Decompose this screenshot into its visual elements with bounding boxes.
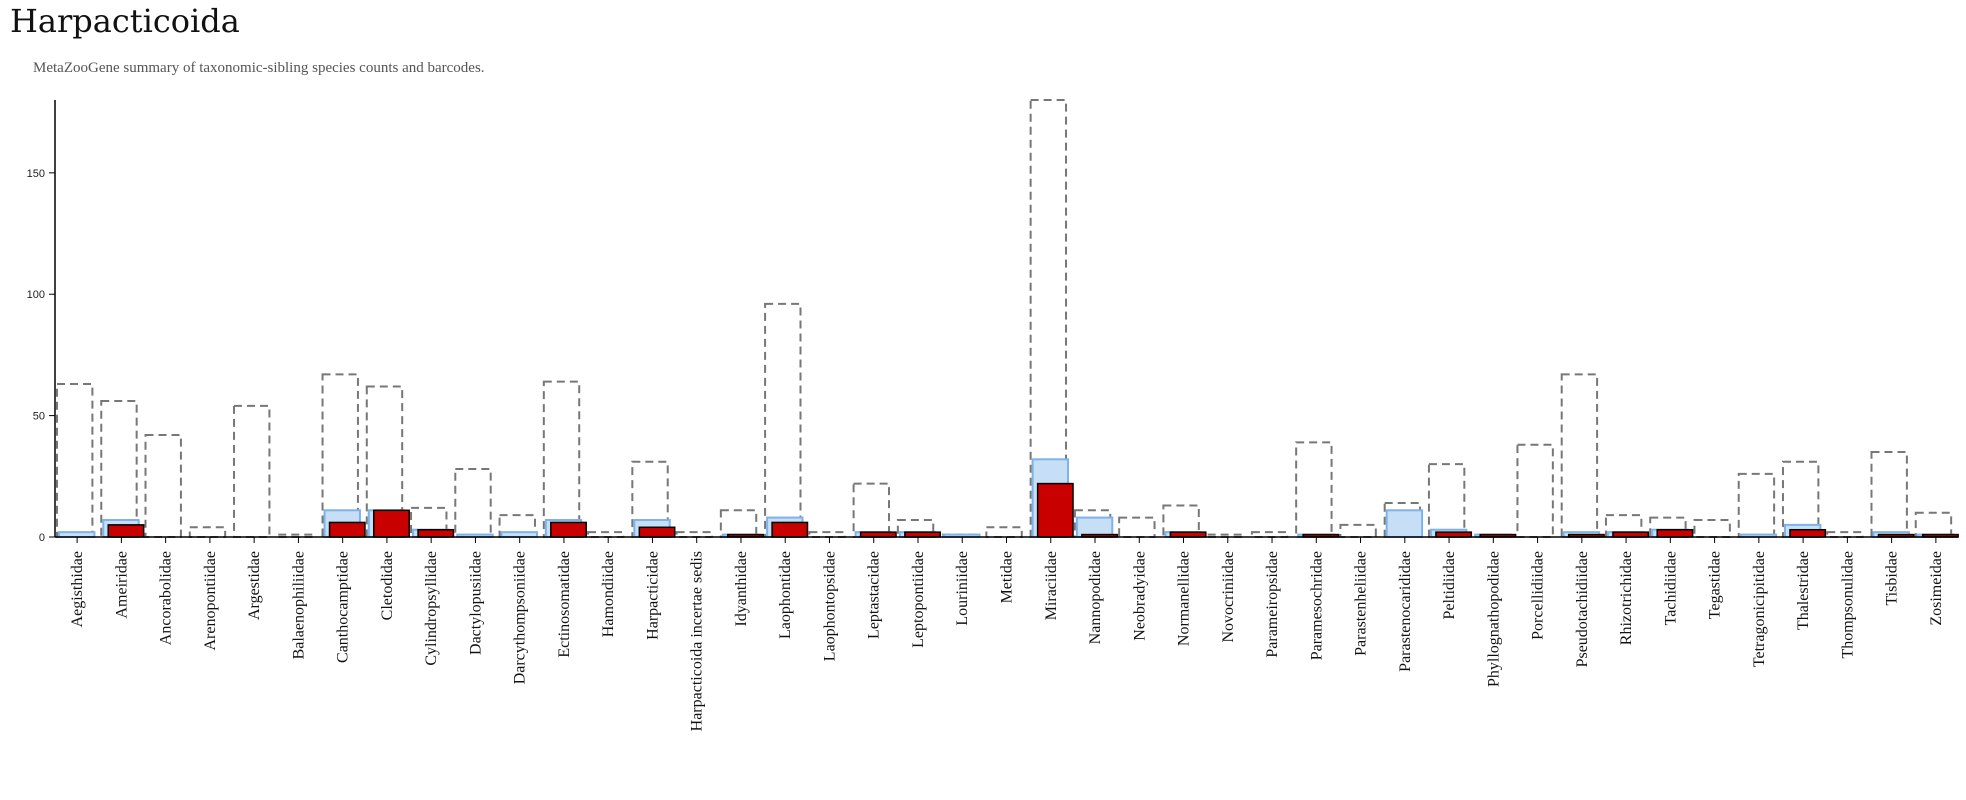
mzg-barcode-bar [771, 521, 809, 538]
page-title: Harpacticoida [10, 2, 240, 40]
category-label: Miraciidae [1043, 551, 1060, 620]
category-label: Darcythompsoniidae [512, 551, 529, 684]
sibling-species-bar [144, 434, 182, 538]
sibling-species-bar [764, 302, 802, 538]
y-tick-label: 100 [27, 289, 45, 301]
category-label: Canthocamptidae [335, 551, 352, 663]
category-label: Laophontopsidae [821, 551, 838, 661]
category-label: Hamondiidae [600, 551, 617, 637]
labels-layer: Aegisthidae Ameiridae Ancorabolidae Arenopo… [27, 168, 1945, 732]
sibling-species-bar [56, 383, 94, 538]
category-label: Ancorabolidae [158, 551, 175, 645]
category-label: Rhizotrichidae [1618, 551, 1635, 645]
sibling-species-bar [1427, 463, 1466, 538]
category-label: Peltidiidae [1441, 551, 1458, 619]
category-label: Parastenheliidae [1353, 551, 1370, 656]
sibling-species-bar [985, 526, 1023, 538]
category-label: Leptastacidae [866, 551, 883, 639]
category-label: Harpacticidae [644, 551, 661, 640]
category-label: Leptopontiidae [910, 551, 927, 648]
category-label: Arenopontiidae [202, 551, 219, 651]
sibling-species-bar [1560, 373, 1599, 539]
sibling-species-bar [1693, 519, 1731, 538]
category-label: Cletodidae [379, 551, 396, 620]
mzg-barcode-bar [1789, 528, 1827, 538]
category-label: Nannopodidae [1087, 551, 1104, 644]
category-label: Tegastidae [1707, 551, 1724, 619]
sibling-species-bar [1029, 99, 1068, 538]
category-label: Tachidiidae [1662, 551, 1679, 625]
sibling-species-bar [1295, 441, 1333, 539]
sibling-species-bar [1781, 460, 1820, 538]
y-tick-label: 0 [39, 532, 45, 544]
category-label: Thalestridae [1795, 551, 1812, 630]
category-label: Novocriniidae [1220, 551, 1237, 643]
category-label: Aegisthidae [69, 551, 86, 627]
category-label: Dactylopusiidae [467, 551, 484, 655]
sibling-species-bar [100, 400, 138, 538]
category-label: Louriniidae [954, 551, 971, 626]
category-label: Zosimeidae [1928, 551, 1945, 626]
axis-layer [49, 100, 1958, 543]
mzg-barcode-bar [1656, 528, 1694, 538]
page-subtitle: MetaZooGene summary of taxonomic-sibling… [33, 60, 485, 76]
category-label: Normanellidae [1176, 551, 1193, 646]
category-label: Neobradyidae [1131, 551, 1148, 641]
sibling-species-bar [631, 460, 669, 538]
sibling-species-bar [852, 482, 891, 539]
category-label: Harpacticoida incertae sedis [689, 551, 706, 731]
category-label: Parameiropsidae [1264, 551, 1281, 658]
mzg-barcode-bar [1036, 482, 1074, 538]
y-tick-label: 150 [27, 168, 45, 180]
category-label: Phyllognathopodidae [1485, 551, 1502, 687]
category-label: Argestidae [246, 551, 263, 620]
category-label: Parastenocarididae [1397, 551, 1414, 672]
sibling-species-bar [233, 404, 271, 538]
sibling-species-bar [542, 380, 581, 538]
sibling-species-bar [1737, 472, 1776, 538]
sibling-species-bar [1339, 523, 1377, 538]
sibling-species-bar [1604, 514, 1643, 539]
category-label: Tetragonicipitidae [1751, 551, 1768, 667]
category-label: Tisbidae [1884, 551, 1901, 606]
sibling-species-bar [365, 385, 404, 538]
bars-layer [56, 99, 1959, 539]
mzg-barcode-bar [638, 526, 676, 538]
sibling-species-bar [188, 526, 227, 538]
mzg-barcode-bar [373, 509, 410, 538]
mzg-barcode-bar [107, 524, 145, 538]
category-label: Pseudotachidiidae [1574, 551, 1591, 667]
barcoded-species-bar [1385, 509, 1424, 538]
category-label: Porcellidiidae [1530, 551, 1547, 640]
y-tick-label: 50 [33, 411, 45, 423]
sibling-species-bar [1118, 516, 1156, 538]
category-label: Thompsonulidae [1839, 551, 1856, 659]
sibling-species-bar [719, 509, 758, 538]
mzg-barcode-bar [328, 521, 366, 538]
sibling-species-bar [1870, 451, 1908, 538]
sibling-species-bar [1516, 443, 1554, 538]
category-label: Ameiridae [113, 551, 130, 619]
category-label: Cylindropsyllidae [423, 551, 440, 666]
sibling-species-bar [1914, 511, 1953, 539]
sibling-species-bar [498, 514, 536, 539]
mzg-barcode-bar [417, 528, 455, 538]
category-label: Paramesochridae [1308, 551, 1325, 660]
sibling-species-bar [454, 468, 492, 538]
category-label: Metidae [999, 551, 1016, 603]
category-label: Balaenophiliidae [290, 551, 307, 659]
category-label: Laophontidae [777, 551, 794, 639]
category-label: Idyanthidae [733, 551, 750, 627]
mzg-barcode-bar [550, 521, 587, 538]
category-label: Ectinosomatidae [556, 551, 573, 658]
